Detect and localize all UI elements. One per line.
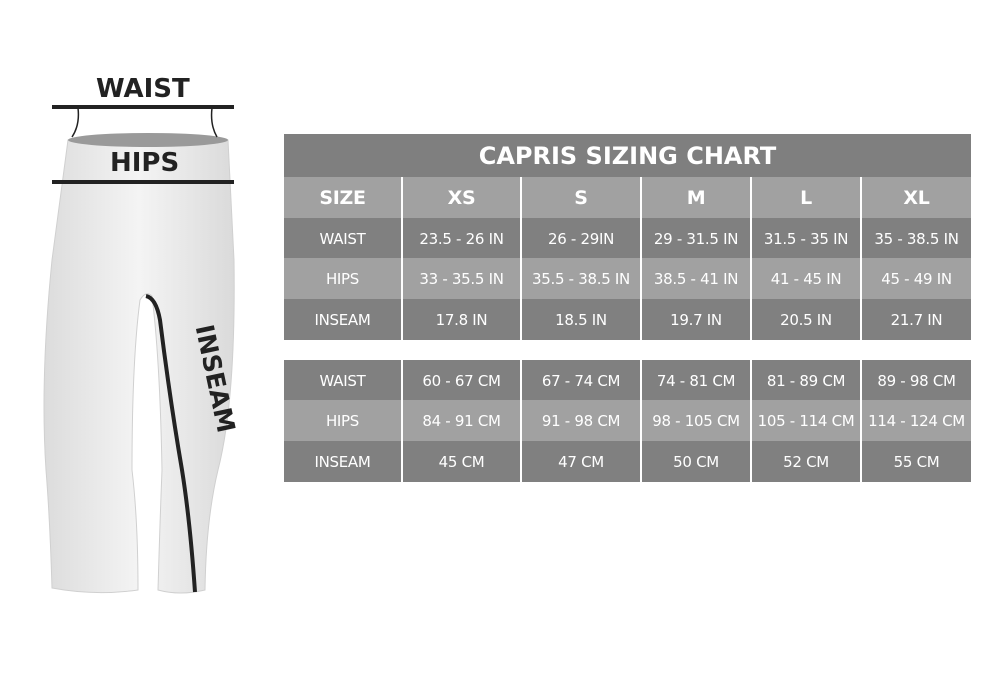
- table-cell: 91 - 98 CM: [520, 400, 640, 441]
- table-row-inches: INSEAM 17.8 IN 18.5 IN 19.7 IN 20.5 IN 21.7 I…: [284, 299, 971, 340]
- row-label: WAIST: [319, 229, 366, 248]
- capris-illustration: [43, 105, 235, 594]
- row-label: INSEAM: [314, 452, 371, 471]
- table-cell: 41 - 45 IN: [750, 258, 860, 299]
- table-cell: L: [750, 177, 860, 218]
- table-cell: 26 - 29IN: [520, 218, 640, 259]
- inseam-line: [145, 294, 197, 593]
- table-cell: 31.5 - 35 IN: [750, 218, 860, 259]
- table-cell: 98 - 105 CM: [640, 400, 750, 441]
- table-cell: XS: [401, 177, 520, 218]
- table-cell: 84 - 91 CM: [401, 400, 520, 441]
- table-cell: 60 - 67 CM: [401, 360, 520, 401]
- capris-shape: [43, 133, 235, 594]
- table-cell: XL: [860, 177, 971, 218]
- table-cell: 33 - 35.5 IN: [401, 258, 520, 299]
- table-cell: 50 CM: [640, 441, 750, 482]
- table-row-inches: WAIST 23.5 - 26 IN 26 - 29IN 29 - 31.5 IN 31…: [284, 218, 971, 259]
- row-label: SIZE: [319, 186, 366, 209]
- table-cell: 18.5 IN: [520, 299, 640, 340]
- table-cell: 29 - 31.5 IN: [640, 218, 750, 259]
- table-cell: 19.7 IN: [640, 299, 750, 340]
- table-row-cm: WAIST 60 - 67 CM 67 - 74 CM 74 - 81 CM 81 - …: [284, 360, 971, 401]
- table-cell: 35 - 38.5 IN: [860, 218, 971, 259]
- header-row: SIZE XS S M L XL: [284, 177, 971, 218]
- row-label: HIPS: [325, 269, 360, 288]
- table-cell: 81 - 89 CM: [750, 360, 860, 401]
- table-cell: 35.5 - 38.5 IN: [520, 258, 640, 299]
- waist-label: WAIST: [96, 74, 190, 104]
- table-row-cm: INSEAM 45 CM 47 CM 50 CM 52 CM 55 CM: [284, 441, 971, 482]
- table-row-cm: HIPS 84 - 91 CM 91 - 98 CM 98 - 105 CM 105 -…: [284, 400, 971, 441]
- table-cell: 47 CM: [520, 441, 640, 482]
- table-cell: 45 CM: [401, 441, 520, 482]
- row-label: HIPS: [325, 411, 360, 430]
- hips-label: HIPS: [110, 148, 180, 178]
- table-cell: 20.5 IN: [750, 299, 860, 340]
- table-cell: M: [640, 177, 750, 218]
- table-row-inches: HIPS 33 - 35.5 IN 35.5 - 38.5 IN 38.5 - 41 …: [284, 258, 971, 299]
- table-cell: S: [520, 177, 640, 218]
- table-cell: 23.5 - 26 IN: [401, 218, 520, 259]
- row-label: WAIST: [319, 371, 366, 390]
- table-cell: 45 - 49 IN: [860, 258, 971, 299]
- row-label: INSEAM: [314, 310, 371, 329]
- table-cell: 38.5 - 41 IN: [640, 258, 750, 299]
- table-cell: 17.8 IN: [401, 299, 520, 340]
- table-cell: 74 - 81 CM: [640, 360, 750, 401]
- table-cell: 114 - 124 CM: [860, 400, 971, 441]
- table-cell: 52 CM: [750, 441, 860, 482]
- table-cell: 89 - 98 CM: [860, 360, 971, 401]
- table-cell: 105 - 114 CM: [750, 400, 860, 441]
- table-cell: 21.7 IN: [860, 299, 971, 340]
- chart-title: CAPRIS SIZING CHART: [284, 134, 971, 177]
- table-cell: 55 CM: [860, 441, 971, 482]
- table-cell: 67 - 74 CM: [520, 360, 640, 401]
